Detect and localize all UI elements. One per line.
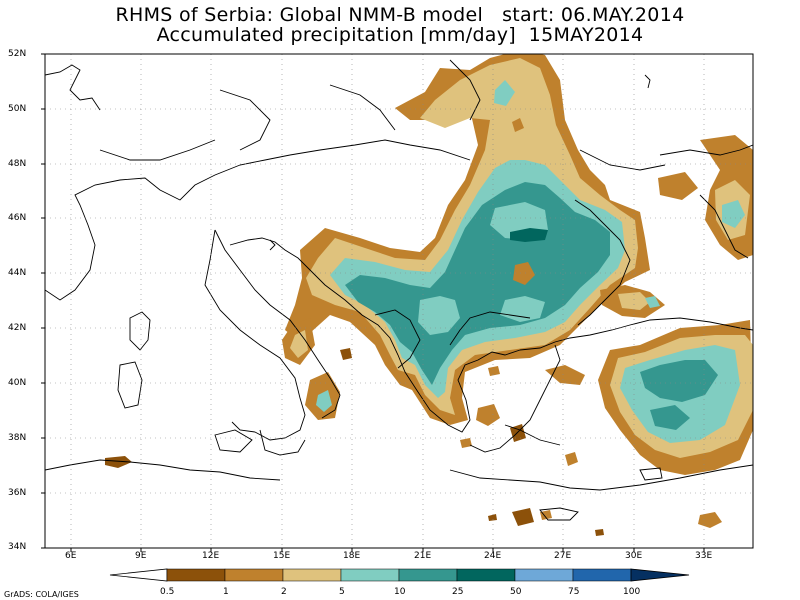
credit-text: GrADS: COLA/IGES (4, 590, 79, 599)
legend-swatch (398, 568, 458, 582)
precip-scattered-cells (105, 366, 604, 536)
lat-label-50n: 50N (8, 104, 27, 114)
lon-label-33e: 33E (695, 551, 713, 561)
grid-lines (45, 54, 753, 548)
lon-label-15e: 15E (273, 551, 291, 561)
color-legend (109, 568, 690, 582)
legend-level-label: 50 (510, 587, 522, 597)
lon-label-21e: 21E (414, 551, 432, 561)
legend-level-label: 1 (223, 587, 229, 597)
legend-swatch (224, 568, 284, 582)
lat-label-52n: 52N (8, 49, 27, 59)
lon-label-9e: 9E (135, 551, 147, 561)
lat-label-44n: 44N (8, 268, 27, 278)
legend-swatch (166, 568, 226, 582)
legend-level-label: 0.5 (160, 587, 175, 597)
map-title: RHMS of Serbia: Global NMM-B model start… (115, 4, 685, 26)
legend-swatch (456, 568, 516, 582)
map-frame (44, 53, 754, 549)
legend-swatch (514, 568, 574, 582)
legend-level-label: 75 (568, 587, 580, 597)
lat-label-40n: 40N (8, 378, 27, 388)
legend-level-label: 2 (281, 587, 287, 597)
lon-label-27e: 27E (554, 551, 572, 561)
lon-label-18e: 18E (343, 551, 361, 561)
lon-label-6e: 6E (65, 551, 77, 561)
legend-level-label: 100 (623, 587, 641, 597)
legend-swatch-below-min (109, 568, 168, 582)
legend-swatch-above-max (630, 568, 690, 582)
precip-coastal-region (282, 318, 352, 420)
lon-label-24e: 24E (484, 551, 502, 561)
legend-swatch (340, 568, 400, 582)
legend-swatch (282, 568, 342, 582)
lon-label-30e: 30E (625, 551, 643, 561)
map-subtitle: Accumulated precipitation [mm/day] 15MAY… (156, 24, 644, 46)
legend-level-label: 10 (394, 587, 406, 597)
precipitation-field (45, 54, 753, 548)
precip-eastern-region (545, 135, 753, 528)
lon-label-12e: 12E (202, 551, 220, 561)
lat-label-42n: 42N (8, 323, 27, 333)
legend-swatch (572, 568, 632, 582)
coastlines-borders (45, 59, 753, 521)
lat-label-46n: 46N (8, 213, 27, 223)
lat-label-38n: 38N (8, 433, 27, 443)
precip-central-region (285, 54, 650, 425)
legend-level-label: 5 (339, 587, 345, 597)
lat-label-36n: 36N (8, 488, 27, 498)
legend-level-label: 25 (452, 587, 464, 597)
lat-label-48n: 48N (8, 159, 27, 169)
axis-ticks (41, 53, 705, 552)
lat-label-34n: 34N (8, 542, 27, 552)
